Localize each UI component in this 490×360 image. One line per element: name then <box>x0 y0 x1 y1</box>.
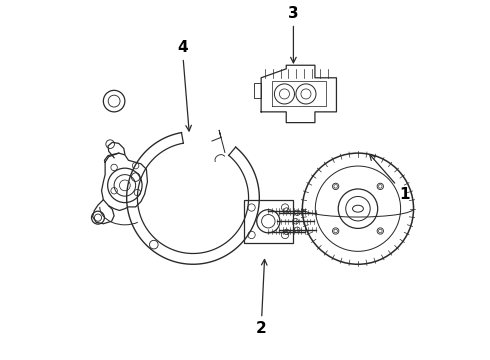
Text: 3: 3 <box>288 6 299 63</box>
Text: 1: 1 <box>369 154 410 202</box>
Text: 4: 4 <box>177 40 192 131</box>
Text: 2: 2 <box>256 260 267 336</box>
